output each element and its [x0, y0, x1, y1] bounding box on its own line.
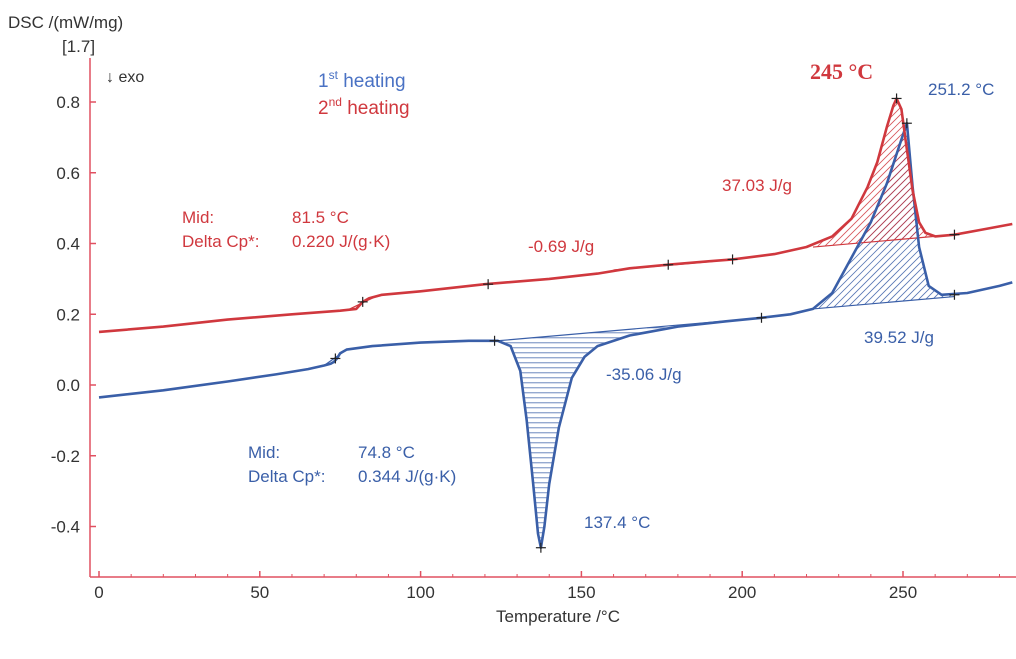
integration-baselines: [323, 234, 955, 367]
hatch-line-heat1-melt: [925, 289, 936, 300]
x-tick-label: 100: [406, 583, 434, 602]
hatch-line-heat2-melt: [863, 192, 914, 243]
heat1-mid-value: 74.8 °C: [358, 443, 415, 462]
baseline-heat1_melt: [812, 295, 955, 310]
enthalpy-hatches: [502, 102, 953, 544]
hatch-line-heat2-melt: [889, 106, 902, 119]
x-tick-label: 200: [728, 583, 756, 602]
y-tick-label: 0.2: [56, 305, 80, 324]
x-tick-label: 150: [567, 583, 595, 602]
heat2-melt-enthalpy: 37.03 J/g: [722, 176, 792, 195]
hatch-line-heat1-melt: [887, 265, 925, 303]
x-axis-title: Temperature /°C: [496, 607, 620, 626]
exo-direction-label: ↓ exo: [106, 69, 144, 86]
y-tick-label: 0.8: [56, 93, 80, 112]
heat2-mid-label: Mid:: [182, 208, 214, 227]
hatch-line-heat2-melt: [886, 112, 903, 129]
hatch-line-heat1-melt: [856, 242, 920, 306]
y-ticks: -0.4 -0.2 0.0 0.2 0.4 0.6 0.8: [51, 93, 96, 537]
hatch-line-heat1-melt: [918, 286, 932, 300]
x-tick-label: 250: [889, 583, 917, 602]
y-tick-label: -0.4: [51, 518, 80, 537]
heat2-dcp-value: 0.220 J/(g·K): [292, 232, 390, 251]
hatch-line-heat2-melt: [883, 118, 904, 139]
curve-markers: [330, 93, 960, 553]
hatch-line-heat1-melt: [895, 271, 926, 302]
heat2-peak-label: 245 °C: [810, 59, 873, 84]
y-tick-label: 0.0: [56, 376, 80, 395]
heat1-cold-enthalpy: -35.06 J/g: [606, 365, 682, 384]
series-2nd-heating: [98, 97, 1013, 334]
series-layer: [98, 97, 1013, 549]
legend-1st-heating: 1st heating: [318, 68, 406, 92]
hatch-line-heat2-melt: [870, 143, 907, 180]
hatch-line-heat2-melt: [865, 149, 908, 192]
hatch-line-heat1-melt: [902, 276, 928, 302]
annotations-2nd-heating: Mid: 81.5 °C Delta Cp*: 0.220 J/(g·K) -0…: [182, 59, 873, 256]
x-tick-label: 0: [94, 583, 103, 602]
heat1-mid-label: Mid:: [248, 443, 280, 462]
legend: 1st heating 2nd heating: [318, 68, 410, 119]
legend-2nd-heating: 2nd heating: [318, 95, 410, 119]
heat1-dcp-value: 0.344 J/(g·K): [358, 467, 456, 486]
y-axis-scale: [1.7]: [62, 37, 95, 56]
hatch-line-heat2-melt: [848, 180, 912, 244]
heat2-small-enthalpy: -0.69 J/g: [528, 237, 594, 256]
hatch-line-heat2-melt: [909, 225, 923, 239]
heat1-melt-peak-label: 251.2 °C: [928, 80, 994, 99]
baseline-heat2_melt: [812, 234, 955, 248]
y-tick-label: -0.2: [51, 447, 80, 466]
hatch-line-heat1-melt: [849, 236, 919, 306]
y-axis-title: DSC /(mW/mg): [8, 13, 123, 32]
hatch-line-heat2-melt: [894, 215, 919, 240]
annotations-1st-heating: 251.2 °C 39.52 J/g -35.06 J/g 137.4 °C M…: [248, 80, 994, 532]
hatch-line-heat1-melt: [841, 230, 918, 307]
heat1-melt-enthalpy: 39.52 J/g: [864, 328, 934, 347]
hatch-line-heat2-melt: [878, 130, 906, 158]
heat1-dcp-label: Delta Cp*:: [248, 467, 325, 486]
hatch-line-heat2-melt: [886, 209, 918, 241]
hatch-line-heat1-melt: [872, 254, 922, 304]
hatch-line-heat2-melt: [832, 167, 911, 246]
y-tick-label: 0.4: [56, 235, 80, 254]
hatch-line-heat1-melt: [879, 260, 923, 304]
heat2-dcp-label: Delta Cp*:: [182, 232, 259, 251]
heat2-mid-value: 81.5 °C: [292, 208, 349, 227]
hatch-line-heat2-melt: [881, 124, 905, 148]
heat1-cold-peak-label: 137.4 °C: [584, 513, 650, 532]
y-tick-label: 0.6: [56, 164, 80, 183]
hatch-line-heat1-melt: [910, 282, 929, 301]
hatch-line-heat1-melt: [864, 248, 921, 305]
hatch-line-heat2-melt: [878, 203, 917, 242]
hatch-line-heat2-melt: [825, 161, 910, 246]
x-ticks: 0 50 100 150 200 250: [94, 571, 1000, 602]
hatch-line-heat2-melt: [871, 198, 915, 242]
hatch-line-heat2-melt: [858, 155, 909, 206]
x-tick-label: 50: [250, 583, 269, 602]
